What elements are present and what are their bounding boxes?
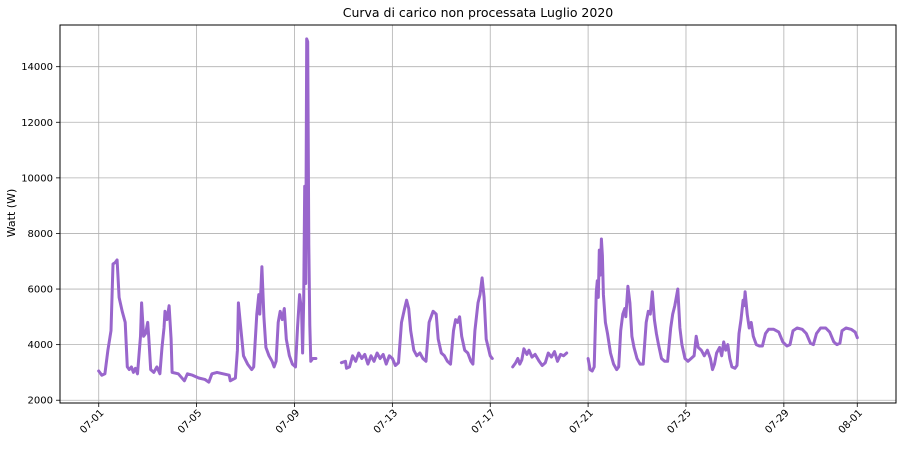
series-line-segment	[586, 237, 859, 373]
y-tick-label: 8000	[28, 229, 53, 240]
series-line-segment	[339, 276, 494, 370]
grid-lines	[60, 25, 896, 403]
y-tick-label: 10000	[21, 173, 53, 184]
series-lines	[97, 37, 859, 384]
y-tick-label: 4000	[28, 340, 53, 351]
y-tick-label: 14000	[21, 62, 53, 73]
chart-title: Curva di carico non processata Luglio 20…	[343, 5, 614, 20]
y-tick-label: 12000	[21, 118, 53, 129]
y-axis-ticks: 2000 4000 6000 8000 10000 12000 14000	[21, 62, 60, 407]
y-tick-label: 6000	[28, 285, 53, 296]
series-line-segment	[511, 347, 569, 369]
y-tick-label: 2000	[28, 396, 53, 407]
series-line-segment	[97, 37, 318, 384]
y-axis-label: Watt (W)	[5, 189, 18, 238]
plot-frame	[59, 24, 897, 404]
